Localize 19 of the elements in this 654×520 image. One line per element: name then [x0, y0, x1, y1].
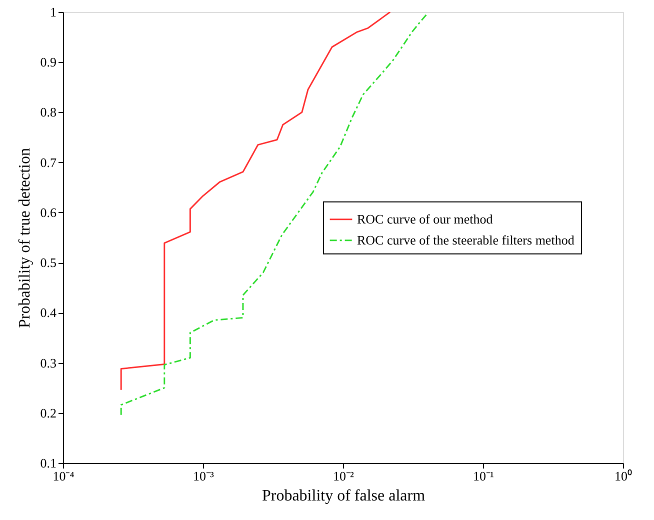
x-axis-title: Probability of false alarm — [262, 488, 426, 504]
y-tick-label: 0.9 — [40, 54, 56, 70]
legend-label: ROC curve of our method — [357, 211, 494, 226]
legend-label: ROC curve of the steerable filters method — [357, 232, 575, 248]
x-tick-label: 10⁻³ — [193, 468, 214, 484]
y-tick-label: 0.3 — [40, 355, 56, 370]
x-tick-label: 10⁻¹ — [473, 468, 494, 484]
y-tick-label: 0.6 — [40, 204, 57, 220]
y-tick-label: 0.8 — [40, 104, 56, 120]
y-tick-label: 0.2 — [40, 405, 56, 420]
y-tick-label: 0.5 — [40, 255, 56, 270]
y-axis-title: Probability of true detection — [16, 148, 34, 328]
y-tick-label: 0.1 — [40, 456, 56, 470]
y-tick-label: 0.7 — [40, 154, 57, 170]
y-tick-label: 1 — [50, 4, 56, 20]
x-tick-label: 10⁰ — [614, 468, 632, 484]
x-tick-label: 10⁻⁴ — [52, 468, 75, 484]
x-tick-label: 10⁻² — [333, 468, 354, 484]
y-tick-label: 0.4 — [40, 305, 57, 320]
